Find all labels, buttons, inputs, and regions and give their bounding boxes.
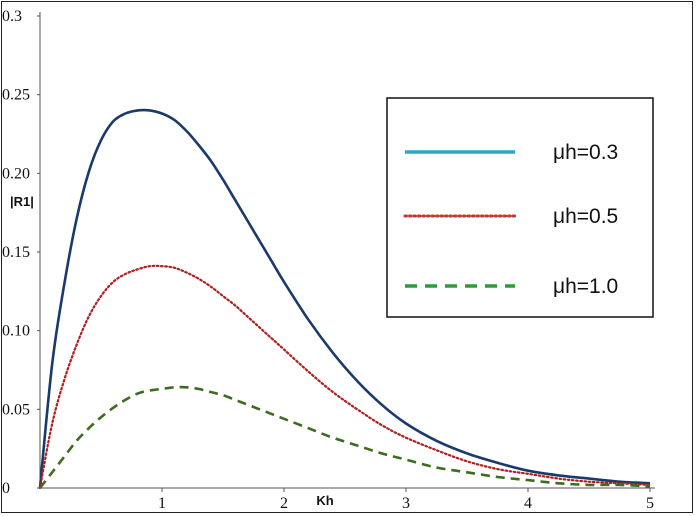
legend-box	[386, 97, 654, 318]
y-tick-label: 0.25	[2, 87, 30, 104]
series-line-2	[38, 264, 652, 490]
x-tick-label: 1	[158, 495, 166, 512]
x-tick-label: 2	[280, 495, 288, 512]
x-tick-label: 5	[646, 495, 654, 512]
y-tick-label: 0.05	[2, 401, 30, 418]
y-tick-label: 0.15	[2, 244, 30, 261]
series-line-3	[38, 385, 651, 489]
x-tick-label: 4	[524, 495, 532, 512]
y-axis-label: |R1|	[10, 194, 34, 209]
legend-label-1: μh=0.3	[553, 141, 618, 164]
y-tick-label: 0.3	[2, 8, 22, 25]
y-tick-label: 0.10	[2, 323, 30, 340]
x-axis-label: Kh	[316, 493, 333, 508]
x-tick-label: 3	[402, 495, 410, 512]
series-line-1	[38, 108, 651, 489]
legend-label-2: μh=0.5	[553, 205, 618, 228]
y-tick-label: 0.20	[2, 165, 30, 182]
legend-label-3: μh=1.0	[553, 275, 618, 298]
y-tick-label: 0	[2, 480, 10, 497]
